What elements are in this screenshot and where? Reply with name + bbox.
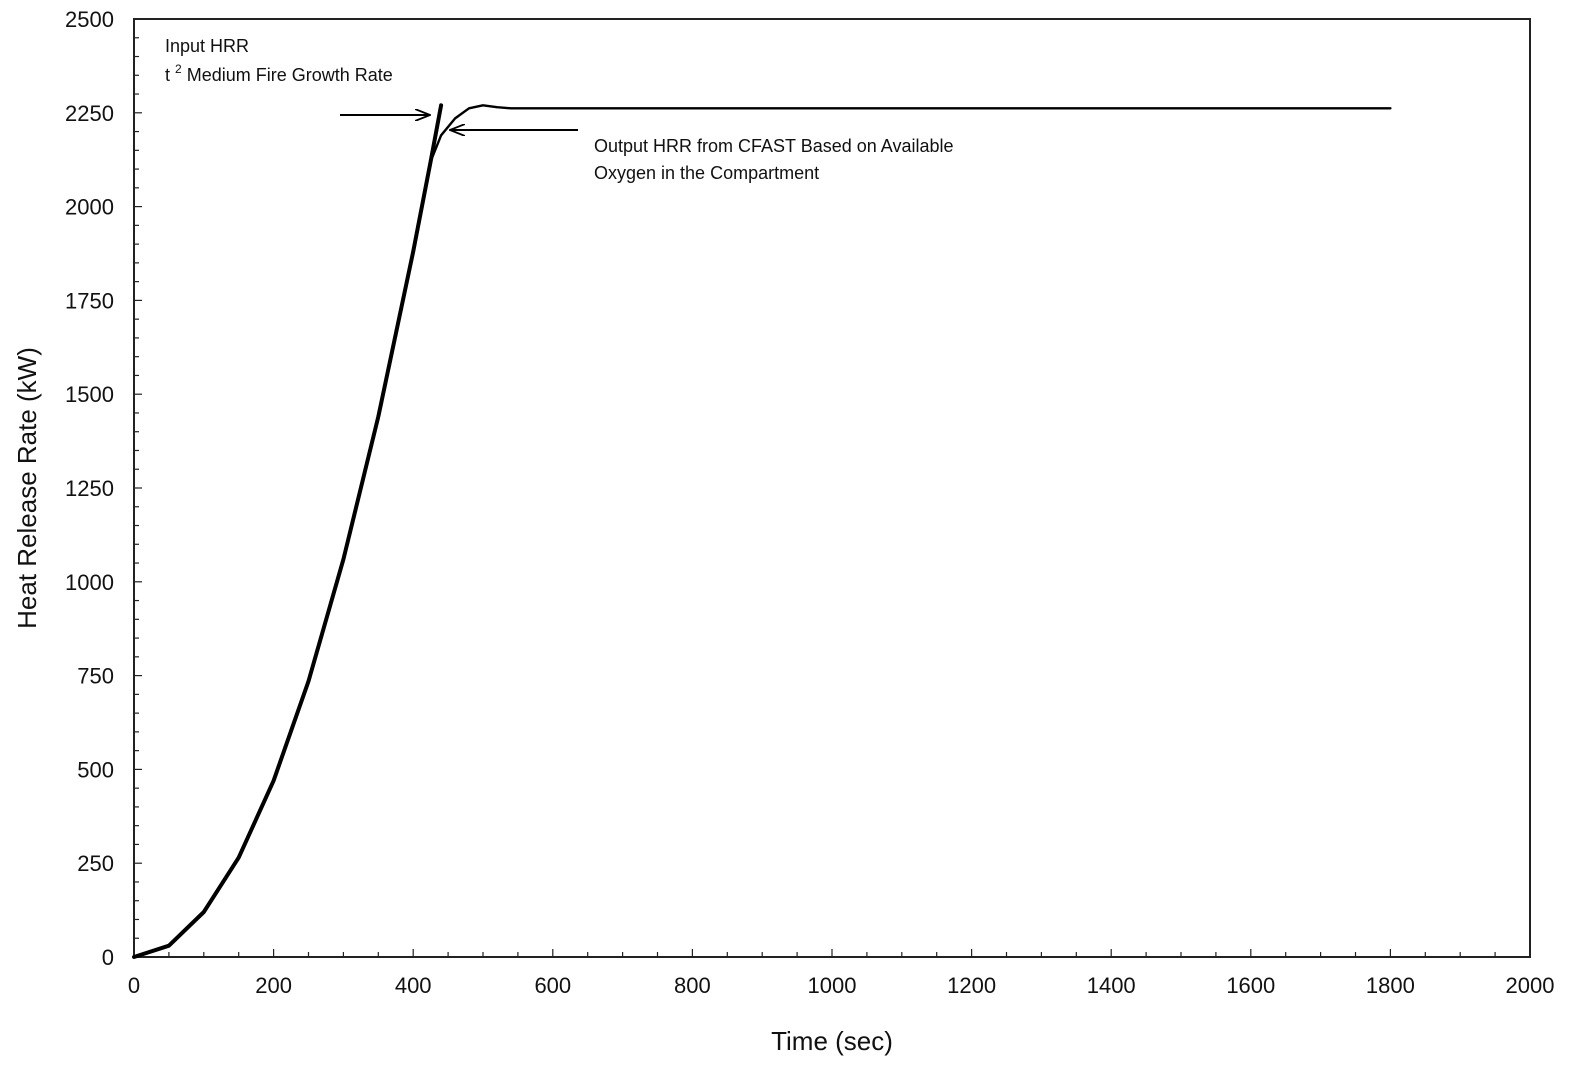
x-tick-label: 2000: [1506, 973, 1555, 998]
x-tick-label: 600: [534, 973, 571, 998]
y-tick-label: 750: [77, 664, 114, 689]
x-minor-ticks: [133, 949, 1531, 957]
input-hrr-annotation-sup: 2: [175, 62, 182, 76]
y-tick-label: 1750: [65, 288, 114, 313]
y-tick-labels: 0 250 500 750 1000 1250 1500 1750 2000 2250 2500: [65, 7, 114, 970]
y-tick-label: 1000: [65, 570, 114, 595]
y-tick-label: 250: [77, 851, 114, 876]
x-tick-label: 800: [674, 973, 711, 998]
x-tick-label: 1200: [947, 973, 996, 998]
input-hrr-annotation-rest: Medium Fire Growth Rate: [187, 65, 393, 85]
plot-area-frame: [133, 18, 1531, 958]
y-tick-label: 1250: [65, 476, 114, 501]
x-tick-label: 1800: [1366, 973, 1415, 998]
y-tick-label: 2250: [65, 101, 114, 126]
x-tick-label: 1600: [1226, 973, 1275, 998]
x-axis-title: Time (sec): [771, 1026, 893, 1056]
series-line-output-hrr: [132, 104, 1392, 959]
y-tick-label: 2000: [65, 195, 114, 220]
x-tick-labels: 0 200 400 600 800 1000 1200 1400 1600 1800 2000: [128, 973, 1555, 998]
x-tick-label: 200: [255, 973, 292, 998]
series-layer: [132, 103, 1392, 959]
x-tick-label: 1000: [808, 973, 857, 998]
y-axis-title: Heat Release Rate (kW): [12, 347, 42, 629]
input-hrr-annotation-line1: Input HRR: [165, 36, 249, 56]
input-hrr-annotation-line2: t 2 Medium Fire Growth Rate: [165, 57, 393, 85]
y-minor-ticks: [134, 18, 142, 958]
input-hrr-annotation-base: t: [165, 65, 170, 85]
x-tick-label: 1400: [1087, 973, 1136, 998]
output-hrr-annotation-line1: Output HRR from CFAST Based on Available: [594, 136, 954, 156]
x-tick-label: 0: [128, 973, 140, 998]
x-tick-label: 400: [395, 973, 432, 998]
output-hrr-annotation-line2: Oxygen in the Compartment: [594, 163, 819, 183]
y-tick-label: 0: [102, 945, 114, 970]
y-tick-label: 500: [77, 757, 114, 782]
series-line-input-hrr: [132, 103, 444, 959]
y-tick-label: 2500: [65, 7, 114, 32]
y-tick-label: 1500: [65, 382, 114, 407]
